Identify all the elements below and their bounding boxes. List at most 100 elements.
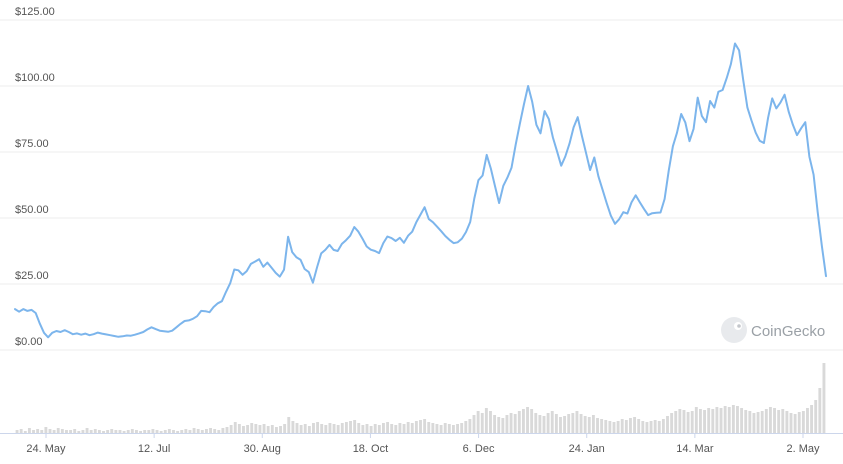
volume-bar xyxy=(740,408,744,433)
volume-bar xyxy=(147,430,151,433)
volume-bar xyxy=(723,406,727,433)
volume-bar xyxy=(312,423,315,433)
volume-bar xyxy=(608,421,612,433)
volume-bar xyxy=(19,429,23,433)
volume-bar xyxy=(571,413,575,433)
volume-bar xyxy=(785,411,789,433)
volume-bar xyxy=(287,417,291,433)
volume-bar xyxy=(703,410,706,433)
volume-bar xyxy=(509,413,513,433)
x-tick-label: 18. Oct xyxy=(353,443,388,455)
x-tick-label: 6. Dec xyxy=(463,443,495,455)
volume-bar xyxy=(657,421,661,433)
volume-bar xyxy=(476,411,480,433)
volume-bar xyxy=(386,422,390,433)
volume-bar xyxy=(801,411,805,433)
volume-bar xyxy=(764,409,768,433)
volume-bar xyxy=(719,408,723,433)
volume-bar xyxy=(818,388,822,433)
volume-bar xyxy=(760,411,764,433)
volume-bar xyxy=(542,416,546,433)
volume-bar xyxy=(44,427,48,433)
volume-bar xyxy=(579,414,583,433)
volume-bar xyxy=(143,430,147,433)
volume-bar xyxy=(85,428,89,433)
volume-bar xyxy=(382,423,385,433)
volume-bar xyxy=(266,426,270,433)
volume-bar xyxy=(217,430,221,433)
volume-bar xyxy=(616,421,620,433)
volume-bar xyxy=(344,422,348,433)
volume-bar xyxy=(258,425,262,433)
volume-bar xyxy=(394,425,398,433)
volume-bar xyxy=(645,422,649,433)
volume-bar xyxy=(414,421,418,433)
volume-bar xyxy=(60,429,64,433)
volume-bar xyxy=(497,417,501,433)
volume-bar xyxy=(204,429,208,433)
volume-bar xyxy=(563,416,567,433)
volume-bar xyxy=(40,430,44,433)
volume-bar xyxy=(777,410,781,433)
x-tick-label: 24. Jan xyxy=(569,443,605,455)
volume-bar xyxy=(328,423,332,433)
volume-bar xyxy=(674,411,678,433)
volume-bar xyxy=(192,428,196,433)
volume-bar xyxy=(237,424,241,433)
x-tick-label: 14. Mar xyxy=(676,443,714,455)
volume-bar xyxy=(489,411,492,433)
volume-bar xyxy=(316,422,320,433)
volume-bar xyxy=(291,421,295,433)
volume-bar xyxy=(666,416,669,433)
volume-bar xyxy=(810,405,814,433)
volume-bar xyxy=(65,430,68,433)
coingecko-watermark: CoinGecko xyxy=(721,317,825,343)
volume-bar xyxy=(484,408,488,433)
volume-bar xyxy=(56,428,60,433)
volume-bar xyxy=(629,418,632,433)
volume-bar xyxy=(307,426,311,433)
volume-bar xyxy=(620,419,624,433)
volume-bar xyxy=(612,422,616,433)
volume-bar xyxy=(15,430,19,433)
volume-bar xyxy=(188,430,192,433)
volume-bar xyxy=(480,413,484,433)
volume-bar xyxy=(135,430,138,433)
volume-bar xyxy=(130,429,134,433)
volume-bar xyxy=(106,430,110,433)
volume-bar xyxy=(353,420,357,433)
volume-bar xyxy=(254,424,258,433)
volume-bar xyxy=(279,426,282,433)
y-tick-label: $50.00 xyxy=(15,204,49,216)
volume-bar xyxy=(624,420,628,433)
volume-bar xyxy=(122,431,126,433)
volume-bar xyxy=(591,415,595,433)
volume-bar xyxy=(567,414,571,433)
volume-bar xyxy=(583,416,587,433)
volume-bar xyxy=(526,407,529,433)
volume-bar xyxy=(110,429,114,433)
volume-bar xyxy=(349,421,352,433)
volume-bar xyxy=(715,407,719,433)
volume-bar xyxy=(225,427,229,433)
volume-bar xyxy=(423,419,427,433)
volume-bar xyxy=(390,424,394,433)
volume-bar xyxy=(596,418,599,433)
volume-bar xyxy=(559,417,562,433)
y-tick-label: $0.00 xyxy=(15,336,43,348)
volume-bar xyxy=(410,423,414,433)
x-tick-label: 12. Jul xyxy=(138,443,170,455)
volume-bar xyxy=(155,430,159,433)
volume-bar xyxy=(295,423,299,433)
volume-bar xyxy=(633,417,637,433)
volume-bar xyxy=(768,407,772,433)
volume-bar xyxy=(678,409,682,433)
volume-bar xyxy=(797,412,801,433)
volume-bar xyxy=(172,430,175,433)
y-tick-label: $25.00 xyxy=(15,270,49,282)
volume-bar xyxy=(464,421,468,433)
volume-bar xyxy=(530,409,534,433)
volume-bar xyxy=(303,424,307,433)
